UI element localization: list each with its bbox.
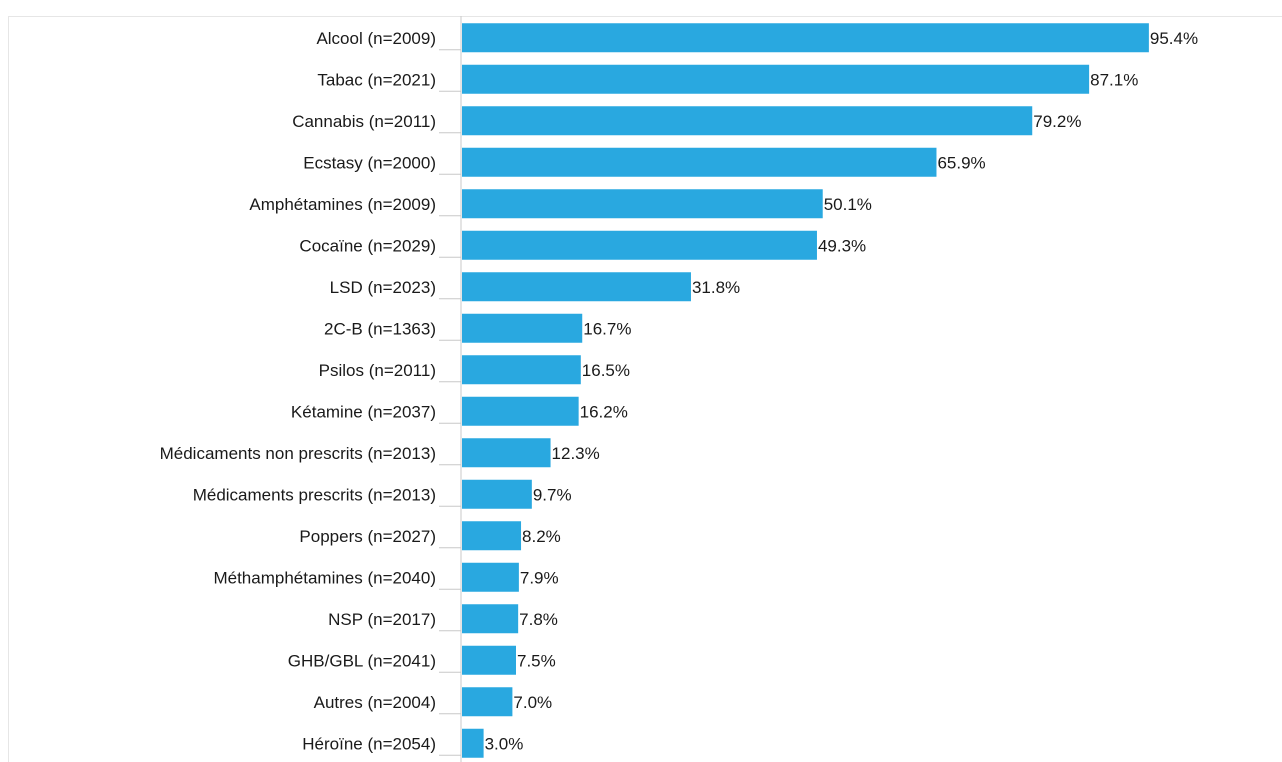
category-label: 2C-B (n=1363) [324,319,436,338]
value-label: 7.9% [520,568,559,587]
bar [462,562,519,592]
bar [462,189,823,219]
bar [462,438,551,468]
bar [462,728,484,758]
value-label: 50.1% [824,195,872,214]
bar [462,396,579,426]
category-label: Psilos (n=2011) [319,361,436,380]
value-label: 12.3% [552,444,600,463]
bar [462,479,532,509]
value-label: 7.8% [519,610,558,629]
value-label: 16.7% [583,319,631,338]
bar [462,106,1033,136]
value-label: 3.0% [485,734,524,753]
category-label: Poppers (n=2027) [299,527,436,546]
category-label: Héroïne (n=2054) [302,734,436,753]
category-label: Tabac (n=2021) [317,70,436,89]
category-label: NSP (n=2017) [328,610,436,629]
value-label: 31.8% [692,278,740,297]
bar [462,147,937,177]
category-label: LSD (n=2023) [330,278,436,297]
category-label: Cannabis (n=2011) [292,112,436,131]
bar [462,521,522,551]
bar [462,230,817,260]
value-label: 79.2% [1033,112,1081,131]
category-label: Kétamine (n=2037) [291,402,436,421]
bar [462,604,519,634]
value-label: 16.2% [580,402,628,421]
value-label: 7.5% [517,651,556,670]
value-label: 9.7% [533,485,572,504]
bar [462,355,581,385]
category-label: Médicaments prescrits (n=2013) [193,485,436,504]
bar [462,313,583,343]
bar [462,687,513,717]
category-label: Amphétamines (n=2009) [249,195,436,214]
value-label: 49.3% [818,236,866,255]
category-label: Méthamphétamines (n=2040) [213,568,436,587]
category-label: GHB/GBL (n=2041) [288,651,436,670]
value-label: 65.9% [937,153,985,172]
bar [462,645,516,675]
category-label: Alcool (n=2009) [316,29,436,48]
bar [462,23,1149,53]
bar [462,272,691,302]
category-label: Médicaments non prescrits (n=2013) [160,444,436,463]
value-label: 8.2% [522,527,561,546]
bar [462,64,1090,94]
category-label: Ecstasy (n=2000) [303,153,436,172]
value-label: 16.5% [582,361,630,380]
chart-frame [8,16,1282,762]
value-label: 95.4% [1150,29,1198,48]
category-label: Cocaïne (n=2029) [299,236,436,255]
value-label: 7.0% [513,693,552,712]
value-label: 87.1% [1090,70,1138,89]
category-label: Autres (n=2004) [314,693,436,712]
